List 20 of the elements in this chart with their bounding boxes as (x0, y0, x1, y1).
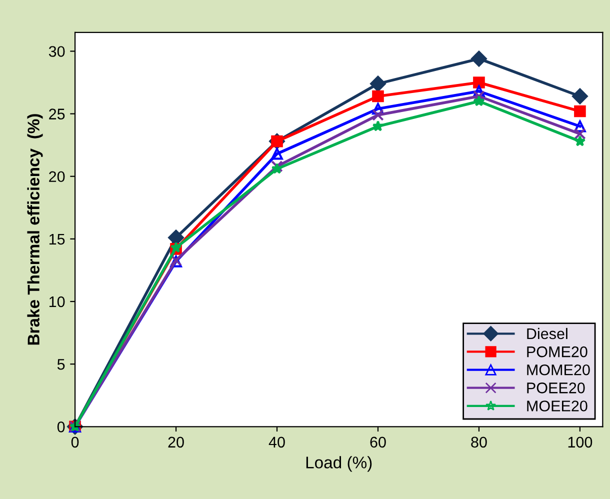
legend-label: MOEE20 (527, 400, 588, 412)
y-tick-label: 0 (57, 422, 65, 432)
legend-label: MOME20 (527, 364, 590, 376)
x-tick-label: 80 (471, 436, 487, 448)
legend-label: Diesel (527, 328, 568, 340)
x-tick-label: 20 (168, 436, 184, 448)
y-tick-label: 10 (49, 296, 65, 308)
x-tick-label: 0 (71, 436, 79, 448)
x-tick-label: 100 (568, 436, 592, 448)
x-tick-label: 60 (370, 436, 386, 448)
x-axis-title: Load (%) (306, 456, 372, 472)
legend-label: POME20 (527, 346, 588, 358)
y-tick-label: 5 (57, 359, 65, 370)
y-tick-label: 25 (49, 108, 65, 120)
y-tick-label: 15 (49, 234, 65, 245)
legend-label: POEE20 (527, 382, 585, 394)
y-tick-label: 20 (49, 171, 65, 182)
y-tick-label: 30 (48, 46, 65, 57)
x-tick-label: 40 (268, 436, 285, 448)
y-axis-title: Brake Thermal efficiency (%) (27, 114, 43, 345)
